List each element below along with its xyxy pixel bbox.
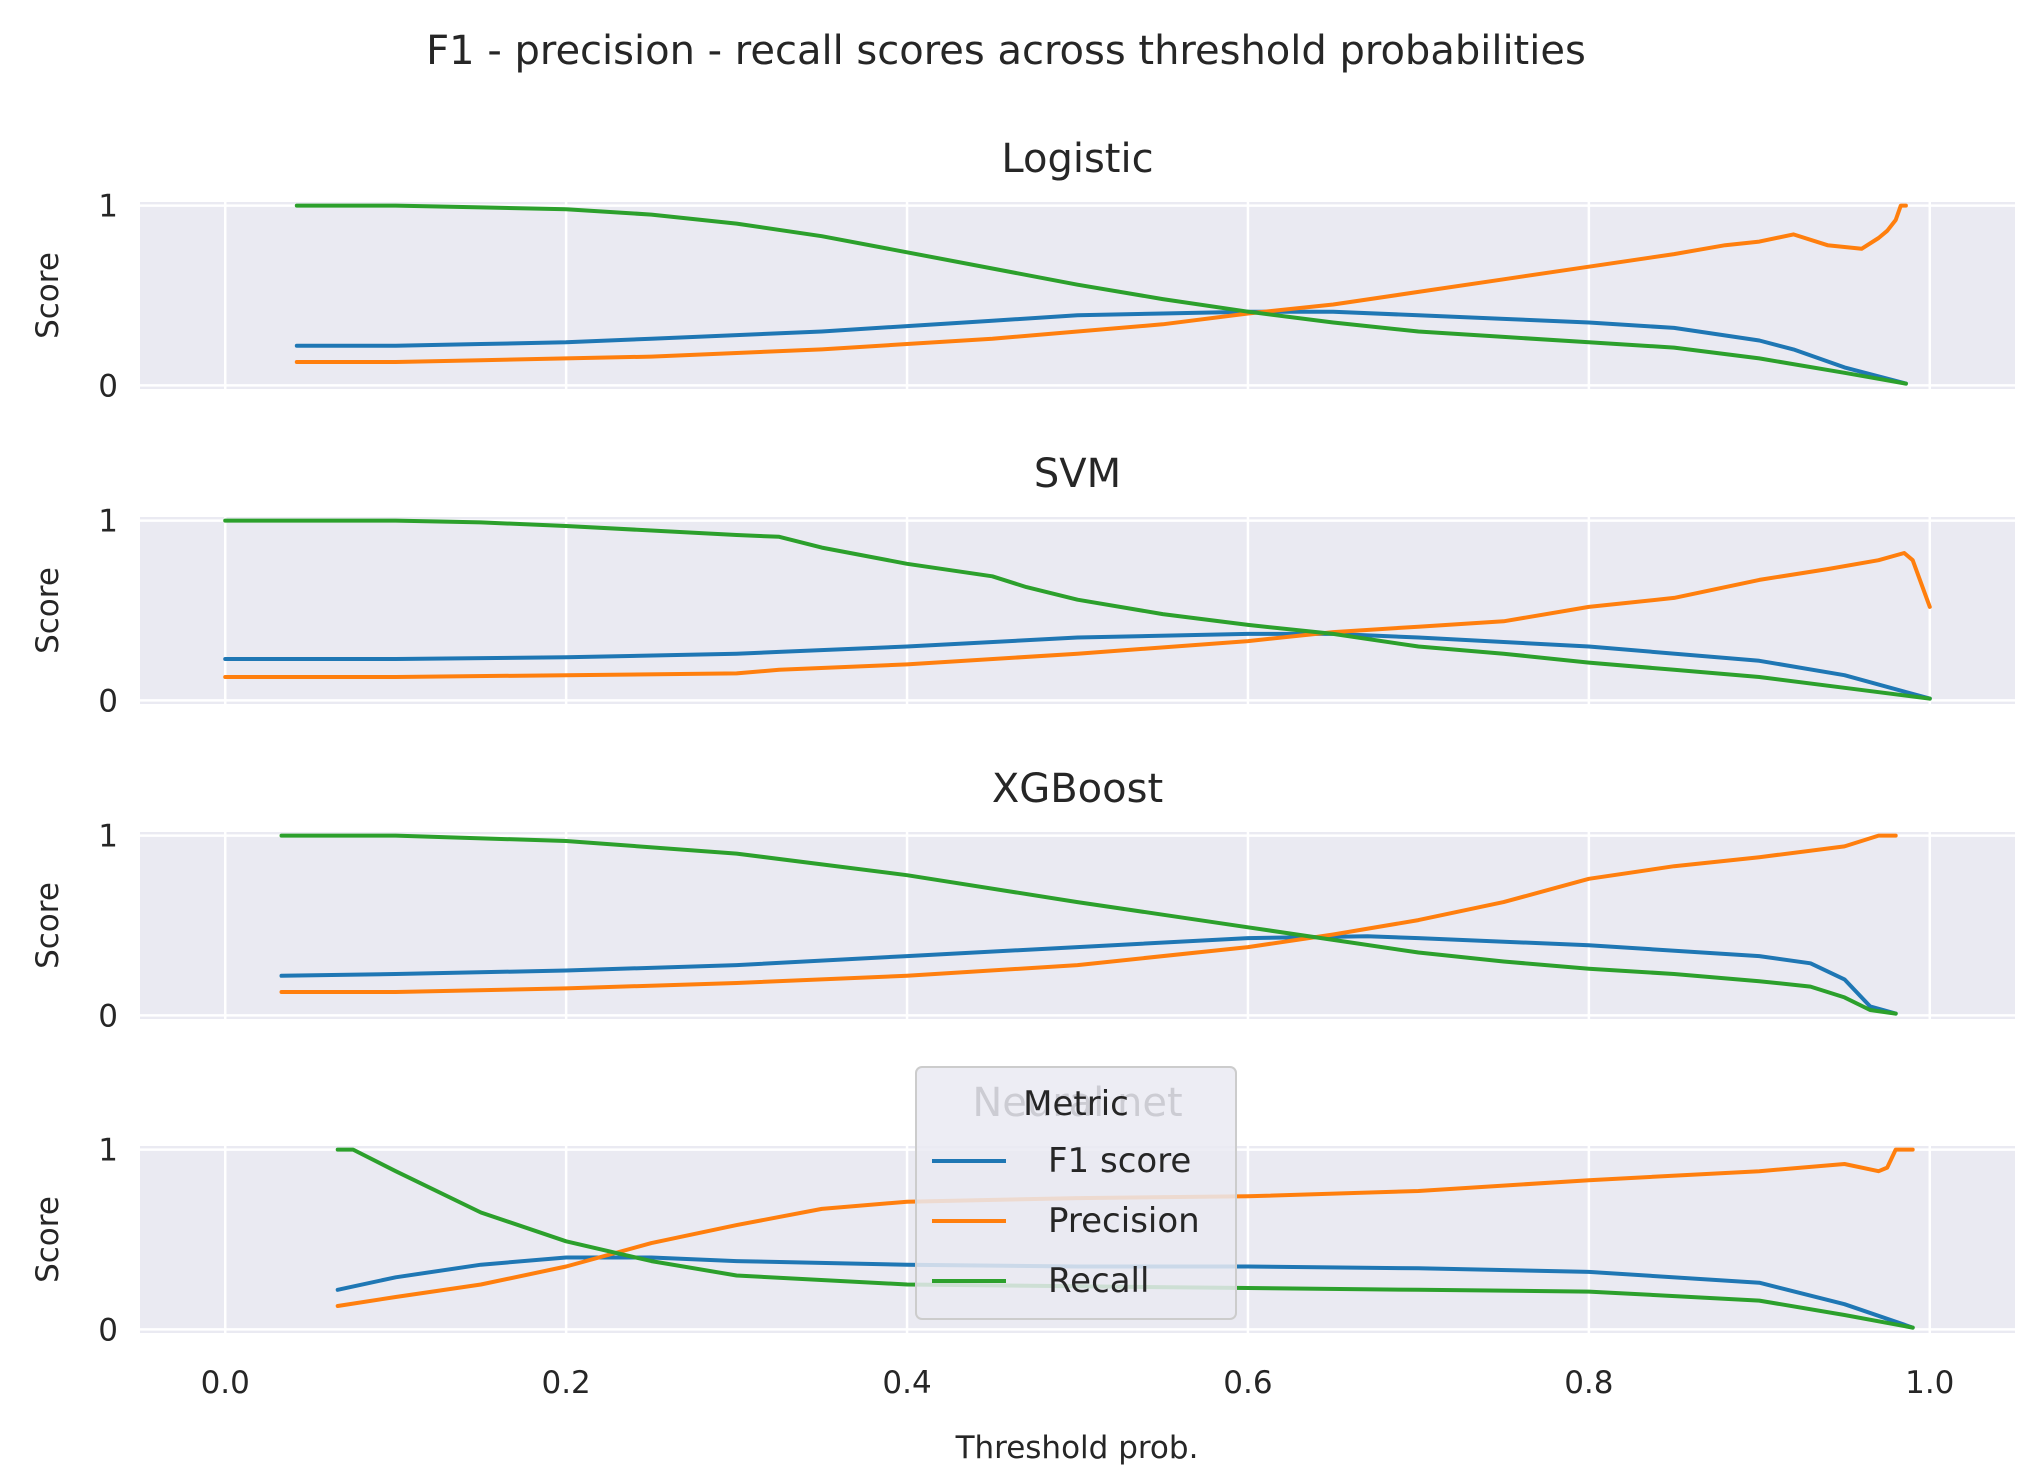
legend-entry: Recall	[1048, 1261, 1149, 1301]
figure-title: F1 - precision - recall scores across th…	[426, 28, 1586, 74]
x-tick-label: 0.2	[541, 1365, 590, 1401]
legend-entry: Precision	[1048, 1201, 1200, 1241]
y-tick-label: 0	[98, 998, 118, 1034]
y-axis-label: Score	[30, 252, 66, 339]
y-axis-label: Score	[30, 567, 66, 654]
x-tick-label: 0.8	[1564, 1365, 1613, 1401]
x-tick-label: 0.6	[1223, 1365, 1272, 1401]
y-tick-label: 1	[98, 504, 118, 540]
series-line-precision	[279, 833, 1898, 994]
series-line-recall	[335, 1147, 1915, 1330]
y-tick-label: 0	[98, 1312, 118, 1348]
x-tick-label: 0.0	[201, 1365, 250, 1401]
panel-svm: 0 1 Score SVM	[30, 451, 2015, 719]
legend-entry: F1 score	[1048, 1141, 1191, 1181]
legend-frame	[915, 1066, 1237, 1320]
x-tick-label: 1.0	[1905, 1365, 1954, 1401]
series-line-precision	[223, 551, 1932, 679]
y-tick-label: 1	[98, 189, 118, 225]
series-line-precision	[294, 203, 1908, 364]
panel-logistic: 0 1 Score Logistic	[30, 136, 2015, 404]
series-line-recall	[223, 518, 1932, 701]
legend-title: Metric	[1023, 1084, 1129, 1124]
series-line-f1-score	[223, 631, 1932, 701]
panel-title: XGBoost	[992, 766, 1163, 812]
y-tick-label: 0	[98, 368, 118, 404]
panel-title: Logistic	[1001, 136, 1153, 182]
panel-xgboost: 0 1 Score XGBoost	[30, 766, 2015, 1034]
y-axis-label: Score	[30, 1196, 66, 1283]
legend: Metric F1 score Precision Recall	[915, 1066, 1237, 1320]
series-line-f1-score	[279, 934, 1898, 1016]
plot-background	[140, 202, 2015, 389]
series-line-recall	[294, 203, 1908, 386]
x-axis-label: Threshold prob.	[955, 1430, 1199, 1466]
x-tick-label: 0.4	[882, 1365, 931, 1401]
y-tick-label: 0	[98, 683, 118, 719]
series-line-recall	[279, 833, 1898, 1016]
series-line-f1-score	[294, 309, 1908, 386]
y-tick-label: 1	[98, 819, 118, 855]
y-axis-label: Score	[30, 882, 66, 969]
panel-title: SVM	[1034, 451, 1121, 497]
y-tick-label: 1	[98, 1133, 118, 1169]
